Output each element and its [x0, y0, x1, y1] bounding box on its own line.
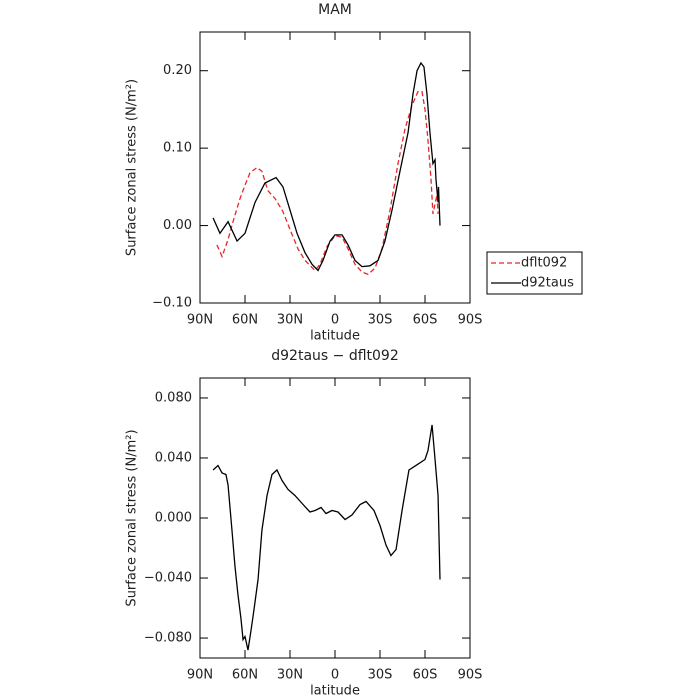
x-axis-label: latitude [310, 684, 360, 699]
chart-title: MAM [318, 2, 352, 18]
y-tick-label: 0.10 [163, 141, 192, 156]
y-tick-label: −0.10 [152, 296, 192, 311]
x-tick-label: 90S [458, 313, 483, 328]
x-tick-label: 30S [368, 668, 393, 683]
y-axis-label: Surface zonal stress (N/m²) [125, 429, 140, 606]
x-tick-label: 30S [368, 313, 393, 328]
legend-label: d92taus [521, 276, 574, 291]
x-tick-label: 0 [331, 668, 339, 683]
y-tick-label: 0.000 [155, 511, 192, 526]
y-axis-label: Surface zonal stress (N/m²) [125, 79, 140, 256]
legend-box [486, 251, 583, 295]
x-tick-label: 90N [187, 313, 213, 328]
x-tick-label: 90N [187, 668, 213, 683]
y-tick-label: 0.20 [163, 63, 192, 78]
series-line [216, 90, 439, 276]
y-tick-label: −0.080 [144, 631, 192, 646]
x-tick-label: 0 [331, 313, 339, 328]
x-tick-label: 60N [232, 313, 258, 328]
x-tick-label: 30N [277, 668, 303, 683]
y-tick-label: 0.080 [155, 390, 192, 405]
x-tick-label: 30N [277, 313, 303, 328]
x-tick-label: 60N [232, 668, 258, 683]
y-tick-label: 0.00 [163, 218, 192, 233]
y-tick-label: 0.040 [155, 450, 192, 465]
x-tick-label: 60S [413, 668, 438, 683]
legend-label: dflt092 [521, 256, 567, 271]
x-axis-label: latitude [310, 329, 360, 344]
chart-title: d92taus − dflt092 [271, 348, 398, 364]
y-tick-label: −0.040 [144, 571, 192, 586]
series-line [212, 61, 441, 272]
series-line [212, 424, 441, 651]
x-tick-label: 60S [413, 313, 438, 328]
x-tick-label: 90S [458, 668, 483, 683]
